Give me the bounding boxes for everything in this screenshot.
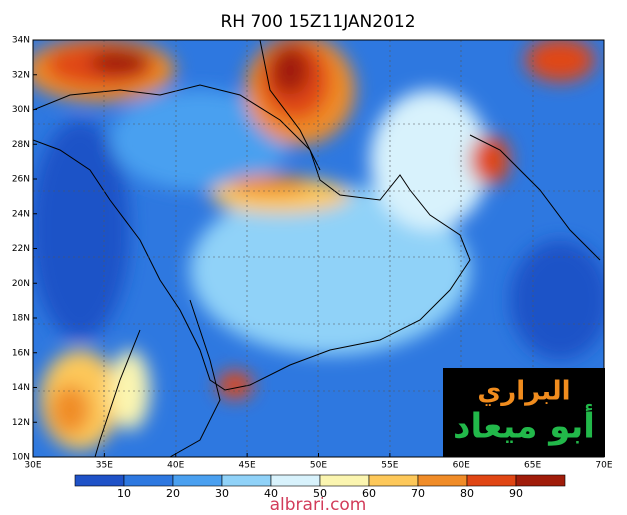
lat-label: 16N: [12, 348, 30, 358]
colorbar-label: 40: [264, 487, 278, 500]
lat-label: 24N: [12, 209, 30, 219]
lat-label: 22N: [12, 244, 30, 254]
colorbar-label: 70: [411, 487, 425, 500]
colorbar-segment: [221, 474, 272, 487]
lon-label: 50E: [310, 461, 327, 471]
lat-label: 32N: [12, 70, 30, 80]
colorbar-segment: [515, 474, 566, 487]
lat-label: 14N: [12, 383, 30, 393]
colorbar-label: 30: [215, 487, 229, 500]
watermark-line2: أبو ميعاد: [453, 404, 595, 447]
lat-label: 18N: [12, 314, 30, 324]
colorbar-label: 50: [313, 487, 327, 500]
colorbar-segment: [172, 474, 223, 487]
lat-label: 12N: [12, 418, 30, 428]
lat-label: 20N: [12, 279, 30, 289]
lat-label: 10N: [12, 453, 30, 463]
lon-label: 35E: [96, 461, 113, 471]
colorbar-segment: [74, 474, 125, 487]
coastlines: [33, 40, 601, 457]
lon-label: 45E: [239, 461, 256, 471]
rh-field: [33, 40, 604, 457]
colorbar-segment: [123, 474, 174, 487]
watermark-line1: البراري: [477, 377, 570, 407]
colorbar-label: 80: [460, 487, 474, 500]
lon-label: 40E: [167, 461, 184, 471]
lat-label: 34N: [12, 36, 30, 46]
colorbar-label: 20: [166, 487, 180, 500]
lat-label: 26N: [12, 175, 30, 185]
colorbar-segment: [270, 474, 321, 487]
graticule: [33, 40, 604, 457]
colorbar-label: 60: [362, 487, 376, 500]
map-title: RH 700 15Z11JAN2012: [220, 12, 415, 32]
lon-label: 30E: [24, 461, 41, 471]
colorbar-segment: [368, 474, 419, 487]
colorbar-segment: [319, 474, 370, 487]
watermark-box: [443, 368, 605, 457]
colorbar-label: 90: [509, 487, 523, 500]
lon-label: 65E: [524, 461, 541, 471]
lat-label: 28N: [12, 140, 30, 150]
lat-label: 30N: [12, 105, 30, 115]
colorbar-segment: [466, 474, 517, 487]
site-footer: albrari.com: [270, 495, 367, 515]
lon-label: 70E: [595, 461, 612, 471]
lon-label: 55E: [381, 461, 398, 471]
colorbar-segment: [417, 474, 468, 487]
lon-label: 60E: [453, 461, 470, 471]
colorbar-label: 10: [117, 487, 131, 500]
